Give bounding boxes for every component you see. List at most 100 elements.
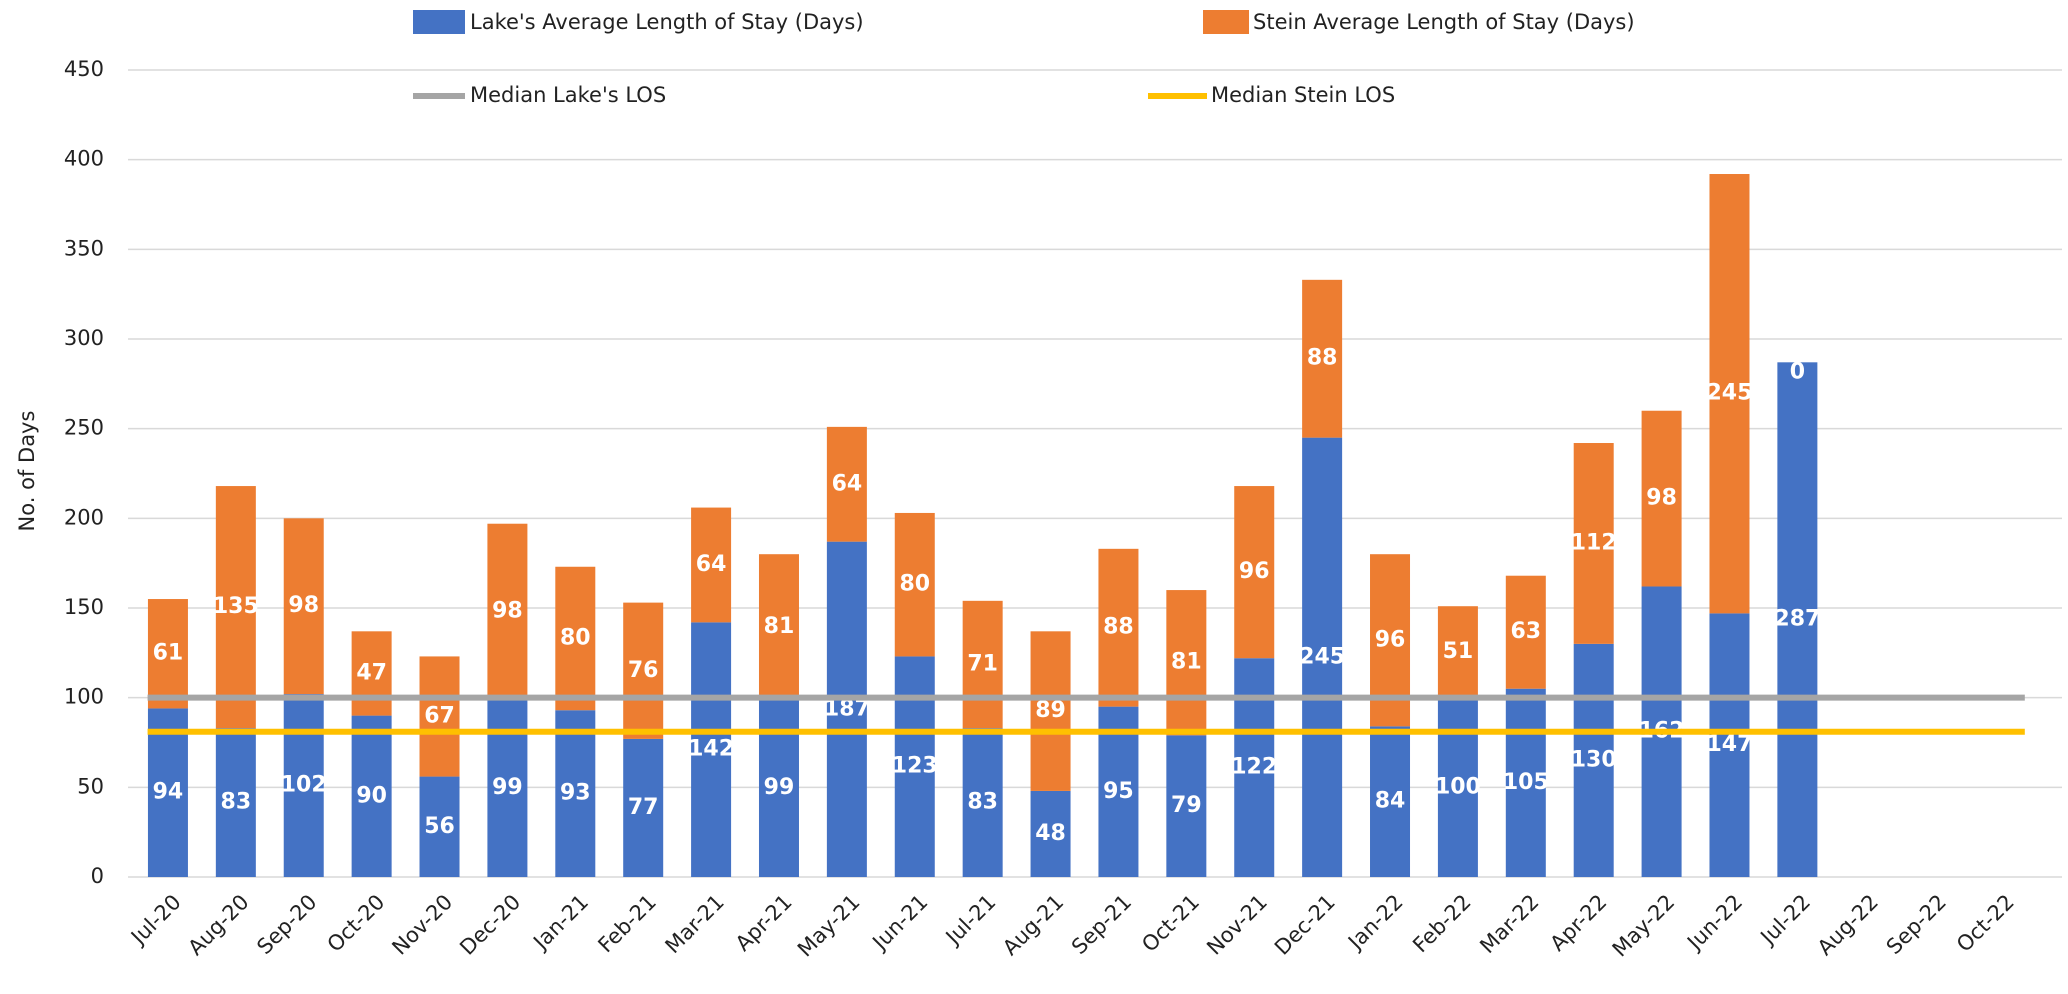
data-label: 122 xyxy=(1231,755,1277,780)
bar-segment xyxy=(147,708,188,877)
y-tick-label: 450 xyxy=(64,57,104,81)
data-label: 245 xyxy=(1299,644,1345,669)
bar-segment xyxy=(1641,410,1682,587)
data-label: 63 xyxy=(1510,619,1541,644)
data-label: 130 xyxy=(1571,747,1617,772)
data-label: 79 xyxy=(1171,793,1202,818)
y-tick-label: 350 xyxy=(64,236,104,260)
bar-segment xyxy=(1709,174,1750,614)
y-tick-label: 200 xyxy=(64,505,104,529)
y-tick-label: 0 xyxy=(91,864,104,888)
data-label: 245 xyxy=(1707,381,1753,406)
legend-label: Median Stein LOS xyxy=(1211,83,1395,107)
bar-segment xyxy=(1437,606,1478,698)
bar-segment xyxy=(351,631,392,716)
legend-swatch xyxy=(413,10,465,34)
data-label: 90 xyxy=(356,783,387,808)
bar-segment xyxy=(1166,590,1207,736)
data-label: 64 xyxy=(832,471,863,496)
x-tick-label: Sep-20 xyxy=(252,890,321,959)
y-axis-label: No. of Days xyxy=(15,411,39,532)
x-tick-label: Dec-21 xyxy=(1270,890,1340,960)
bar-segment xyxy=(283,694,324,877)
bar-segment xyxy=(1234,486,1275,659)
data-label: 98 xyxy=(288,593,319,618)
x-tick-label: Jul-22 xyxy=(1755,890,1816,951)
bar-segment xyxy=(555,710,596,877)
x-tick-label: Apr-22 xyxy=(1546,890,1612,956)
data-label: 88 xyxy=(1103,615,1134,640)
bar-segment xyxy=(691,507,732,623)
bar-segment xyxy=(419,776,460,877)
bar-segment xyxy=(555,566,596,711)
x-tick-label: Feb-22 xyxy=(1408,890,1476,958)
x-tick-label: Feb-21 xyxy=(593,890,661,958)
y-tick-label: 400 xyxy=(64,147,104,171)
data-label: 99 xyxy=(492,775,523,800)
data-label: 135 xyxy=(213,594,259,619)
bar-segment xyxy=(1030,631,1071,791)
x-tick-label: Sep-21 xyxy=(1067,890,1136,959)
bar-segment xyxy=(826,541,867,877)
data-label: 51 xyxy=(1443,639,1474,664)
legend-swatch xyxy=(1203,10,1249,34)
data-label: 98 xyxy=(1646,486,1677,511)
data-label: 96 xyxy=(1375,627,1406,652)
data-label: 0 xyxy=(1790,359,1805,384)
bar-segment xyxy=(215,728,256,877)
data-label: 83 xyxy=(967,790,998,815)
data-label: 287 xyxy=(1774,607,1820,632)
data-label: 83 xyxy=(221,790,252,815)
data-label: 99 xyxy=(764,775,795,800)
data-label: 80 xyxy=(899,572,930,597)
y-tick-label: 100 xyxy=(64,685,104,709)
x-tick-label: Aug-21 xyxy=(998,890,1068,960)
bar-segment xyxy=(1302,279,1343,438)
x-tick-label: Nov-20 xyxy=(387,890,457,960)
bar-segment xyxy=(1098,706,1139,877)
data-label: 84 xyxy=(1375,789,1406,814)
data-label: 56 xyxy=(424,814,455,839)
x-tick-label: Dec-20 xyxy=(455,890,525,960)
bar-segment xyxy=(758,554,799,700)
data-label: 80 xyxy=(560,625,591,650)
data-label: 47 xyxy=(356,660,387,685)
data-label: 61 xyxy=(153,641,184,666)
x-tick-label: Jul-21 xyxy=(940,890,1001,951)
data-label: 112 xyxy=(1571,530,1617,555)
data-label: 67 xyxy=(424,703,455,728)
y-tick-label: 250 xyxy=(64,416,104,440)
bar-segment xyxy=(1370,726,1411,877)
bar-segment xyxy=(826,426,867,542)
bar-segment xyxy=(1030,790,1071,877)
x-tick-label: Aug-20 xyxy=(183,890,253,960)
bar-segment xyxy=(894,512,935,657)
bar-segment xyxy=(1505,575,1546,689)
data-label: 142 xyxy=(688,737,734,762)
x-tick-label: Jan-22 xyxy=(1342,890,1408,956)
bar-segment xyxy=(283,518,324,695)
bar-segment xyxy=(1098,548,1139,707)
bar-segment xyxy=(962,728,1003,877)
bar-segment xyxy=(1505,688,1546,877)
x-tick-label: May-21 xyxy=(793,890,865,962)
y-tick-label: 300 xyxy=(64,326,104,350)
bar-segment xyxy=(351,715,392,877)
x-tick-label: Oct-22 xyxy=(1952,890,2019,957)
x-tick-label: Mar-22 xyxy=(1475,890,1543,958)
data-label: 102 xyxy=(281,773,327,798)
bar-segment xyxy=(419,656,460,777)
bar-segment xyxy=(623,602,664,739)
data-label: 71 xyxy=(967,651,998,676)
data-label: 48 xyxy=(1035,821,1066,846)
x-tick-label: Jun-22 xyxy=(1681,890,1747,956)
data-label: 81 xyxy=(1171,650,1202,675)
y-tick-label: 50 xyxy=(77,774,104,798)
data-label: 95 xyxy=(1103,779,1134,804)
bar-segment xyxy=(1709,613,1750,877)
y-tick-label: 150 xyxy=(64,595,104,619)
x-tick-label: Sep-22 xyxy=(1882,890,1951,959)
data-label: 93 xyxy=(560,781,591,806)
bar-segment xyxy=(215,486,256,729)
bar-segment xyxy=(487,523,528,700)
